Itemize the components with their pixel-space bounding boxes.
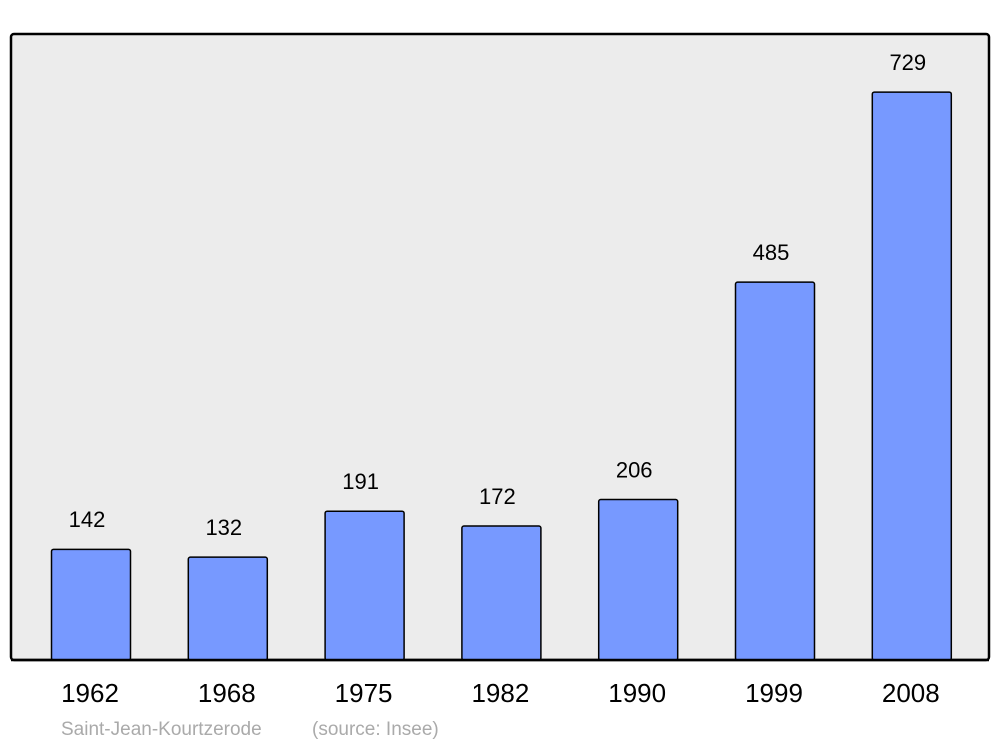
value-label: 172 [479,484,516,509]
value-label: 206 [616,457,653,482]
x-tick-label: 1968 [198,678,256,708]
place-name: Saint-Jean-Kourtzerode [61,719,262,740]
x-tick-label: 1999 [745,678,803,708]
x-tick-label: 1982 [471,678,529,708]
value-label: 191 [342,469,379,494]
bar [324,510,405,661]
bar [871,91,953,661]
x-tick-label: 2008 [882,678,940,708]
value-label: 729 [889,50,926,75]
source-note: (source: Insee) [312,719,439,740]
bar [50,548,132,661]
value-label: 142 [69,507,106,532]
bar [187,556,269,661]
x-tick-label: 1990 [608,678,666,708]
x-tick-label: 1962 [61,678,119,708]
value-label: 132 [205,515,242,540]
x-tick-label: 1975 [335,678,393,708]
bar [597,498,679,661]
bar [734,281,816,661]
value-label: 485 [753,240,790,265]
bar [461,525,542,661]
